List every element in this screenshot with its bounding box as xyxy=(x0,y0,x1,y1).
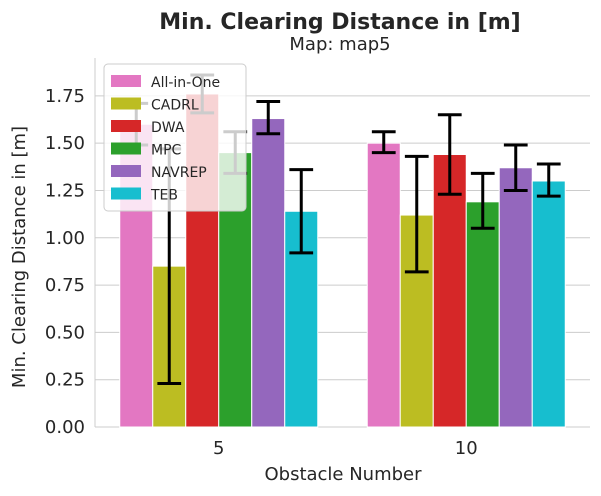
y-axis-label: Min. Clearing Distance in [m] xyxy=(9,126,30,388)
y-tick-label: 1.50 xyxy=(45,133,85,154)
legend-swatch xyxy=(111,187,141,200)
bar xyxy=(531,180,566,428)
legend-swatch xyxy=(111,75,141,87)
y-tick-label: 0.25 xyxy=(45,370,85,391)
legend-label: MPC xyxy=(151,143,182,159)
legend-swatch xyxy=(111,142,141,155)
x-ticks: 5 10 xyxy=(213,438,478,459)
legend-swatch xyxy=(111,97,141,110)
y-tick-label: 0.00 xyxy=(45,417,85,438)
chart-subtitle: Map: map5 xyxy=(289,34,390,55)
legend-swatch xyxy=(111,120,141,132)
legend-label: TEB xyxy=(150,188,178,204)
x-tick-label: 5 xyxy=(213,438,224,459)
y-tick-label: 0.50 xyxy=(45,322,85,343)
bar xyxy=(366,142,401,428)
y-ticks: 0.00 0.25 0.50 0.75 1.00 1.25 1.50 1.75 xyxy=(45,86,85,438)
legend-label: All-in-One xyxy=(151,75,220,91)
chart-title: Min. Clearing Distance in [m] xyxy=(159,10,520,35)
legend-label: CADRL xyxy=(151,98,199,114)
legend: All-in-One CADRL DWA MPC NAVREP TEB xyxy=(103,63,247,212)
x-axis-label: Obstacle Number xyxy=(264,464,422,485)
bar xyxy=(251,118,286,428)
bar xyxy=(432,154,467,428)
y-tick-label: 1.00 xyxy=(45,228,85,249)
legend-swatch xyxy=(111,165,141,177)
legend-label: NAVREP xyxy=(151,165,207,181)
y-tick-label: 1.75 xyxy=(45,86,85,107)
bar xyxy=(498,167,533,428)
y-tick-label: 0.75 xyxy=(45,275,85,296)
x-tick-label: 10 xyxy=(455,438,478,459)
bar xyxy=(465,201,500,428)
y-tick-label: 1.25 xyxy=(45,180,85,201)
legend-label: DWA xyxy=(151,120,185,136)
